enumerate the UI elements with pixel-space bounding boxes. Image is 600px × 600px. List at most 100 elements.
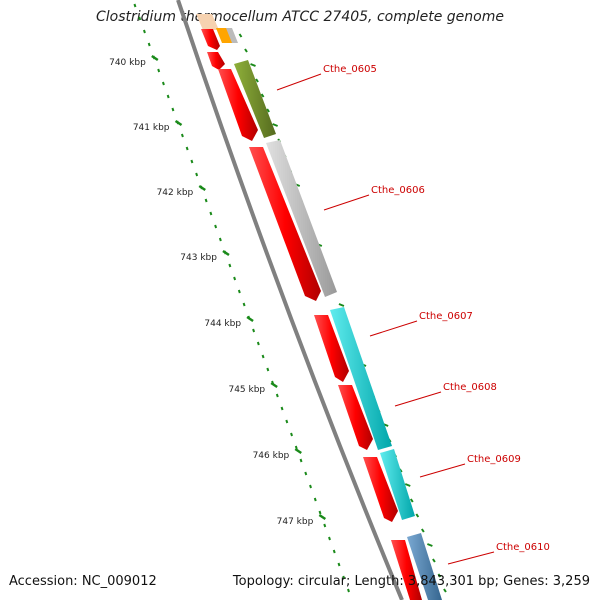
ruler-dot bbox=[161, 81, 165, 86]
gene-label: Cthe_0606 bbox=[371, 185, 425, 196]
ruler-dot bbox=[204, 198, 208, 203]
ruler-major-tick bbox=[198, 184, 206, 192]
ruler-dot bbox=[242, 302, 246, 307]
outer-ruler-dot bbox=[404, 483, 411, 487]
cds-arrow bbox=[207, 52, 225, 70]
ruler-tick-label: 746 kbp bbox=[253, 451, 290, 461]
cds-arrow bbox=[338, 385, 373, 450]
ruler-dot bbox=[209, 211, 213, 216]
outer-ruler-dot bbox=[437, 573, 442, 578]
gene-label: Cthe_0605 bbox=[323, 64, 377, 75]
ruler-dot bbox=[313, 497, 317, 502]
ruler-dot bbox=[228, 263, 232, 268]
ruler-major-tick bbox=[270, 381, 278, 389]
outer-ruler-dot bbox=[272, 123, 279, 127]
ruler-dot bbox=[337, 562, 341, 567]
feature-small-grey bbox=[226, 28, 238, 43]
kbp-ruler: 740 kbp 741 kbp 742 kbp 743 kbp 744 kbp 745 k… bbox=[109, 3, 350, 593]
ruler-dot bbox=[342, 575, 346, 580]
gene-cthe-0605 bbox=[234, 60, 276, 138]
cds-arrow bbox=[391, 540, 422, 600]
ruler-dot bbox=[252, 328, 256, 333]
gene-label: Cthe_0607 bbox=[419, 311, 473, 322]
feature-small-orange bbox=[216, 28, 233, 43]
ruler-major-tick bbox=[174, 119, 183, 127]
ruler-dot bbox=[290, 432, 293, 437]
ruler-dot bbox=[214, 224, 218, 229]
ruler-dot bbox=[299, 458, 303, 463]
ruler-major-tick bbox=[222, 249, 230, 257]
ruler-major-tick bbox=[294, 447, 302, 455]
outer-ruler-dot bbox=[250, 63, 256, 67]
ruler-dot bbox=[185, 146, 189, 151]
ruler-tick-label: 743 kbp bbox=[180, 253, 217, 263]
gene-labels: Cthe_0605 Cthe_0606 Cthe_0607 Cthe_0608 Cthe… bbox=[276, 64, 550, 565]
ruler-dot bbox=[138, 16, 142, 21]
ruler-tick-label: 741 kbp bbox=[133, 123, 170, 133]
ruler-dot bbox=[275, 393, 279, 398]
gene-leader-line bbox=[323, 194, 370, 211]
ruler-major-tick bbox=[318, 513, 327, 521]
gene-cthe-0610 bbox=[407, 533, 442, 600]
ruler-dot bbox=[304, 471, 308, 476]
ruler-dot bbox=[266, 367, 270, 372]
gene-label: Cthe_0608 bbox=[443, 382, 497, 393]
gene-leader-line bbox=[394, 391, 442, 407]
ruler-tick-label: 744 kbp bbox=[204, 319, 241, 329]
cds-arrow bbox=[314, 315, 349, 382]
outer-ruler-dot bbox=[426, 543, 433, 547]
ruler-tick-label: 742 kbp bbox=[157, 188, 194, 198]
gene-label: Cthe_0610 bbox=[496, 542, 550, 553]
ruler-dot bbox=[171, 107, 175, 112]
gene-cthe-0606 bbox=[266, 140, 337, 297]
outer-ruler-dot bbox=[421, 528, 425, 533]
ruler-dot bbox=[195, 172, 199, 177]
outer-ruler-dot bbox=[238, 33, 243, 38]
ruler-dot bbox=[190, 159, 194, 164]
genome-backbone bbox=[176, 0, 404, 600]
feature-small-peach bbox=[196, 14, 219, 30]
gene-cthe-0607 bbox=[330, 307, 392, 450]
outer-ruler-dot bbox=[443, 588, 447, 593]
outer-ruler-dot bbox=[266, 108, 270, 113]
cds-arrow bbox=[249, 147, 321, 301]
ruler-dot bbox=[143, 29, 146, 34]
ruler-dot bbox=[237, 289, 241, 294]
ruler-dot bbox=[309, 484, 312, 489]
outer-ruler-dot bbox=[409, 498, 414, 503]
ruler-major-tick bbox=[151, 54, 159, 62]
ruler-dot bbox=[328, 536, 331, 541]
gene-label: Cthe_0609 bbox=[467, 454, 521, 465]
ruler-dot bbox=[332, 549, 336, 554]
gene-leader-line bbox=[447, 551, 495, 565]
outer-ruler-dot bbox=[255, 78, 259, 83]
gene-leader-line bbox=[419, 463, 466, 478]
gene-leader-line bbox=[369, 320, 418, 337]
ruler-dot bbox=[318, 510, 322, 515]
ruler-dot bbox=[166, 94, 170, 99]
outer-ruler-dot bbox=[415, 513, 420, 518]
cds-arrow bbox=[201, 29, 220, 50]
cds-arrow bbox=[218, 69, 258, 141]
ruler-dot bbox=[256, 341, 260, 346]
outer-ruler-dot bbox=[260, 93, 265, 98]
ruler-dot bbox=[323, 523, 327, 528]
ruler-dot bbox=[133, 3, 137, 8]
ruler-major-tick bbox=[246, 315, 254, 323]
ruler-tick-label: 745 kbp bbox=[228, 385, 265, 395]
gene-leader-line bbox=[276, 73, 322, 91]
outer-ruler-dot bbox=[432, 558, 436, 563]
ruler-dot bbox=[157, 68, 161, 73]
ruler-dot bbox=[180, 133, 184, 138]
genome-summary: Topology: circular; Length: 3,843,301 bp… bbox=[232, 574, 590, 589]
outer-ruler-dot bbox=[244, 48, 248, 53]
ruler-dot bbox=[285, 419, 289, 424]
cds-arrow bbox=[363, 457, 398, 522]
ruler-tick-label: 747 kbp bbox=[277, 517, 314, 527]
ruler-dot bbox=[347, 588, 350, 593]
outer-ruler-dot bbox=[338, 303, 345, 307]
gene-cthe-0609 bbox=[380, 449, 415, 520]
ruler-dot bbox=[147, 42, 151, 47]
ruler-dot bbox=[261, 354, 265, 359]
